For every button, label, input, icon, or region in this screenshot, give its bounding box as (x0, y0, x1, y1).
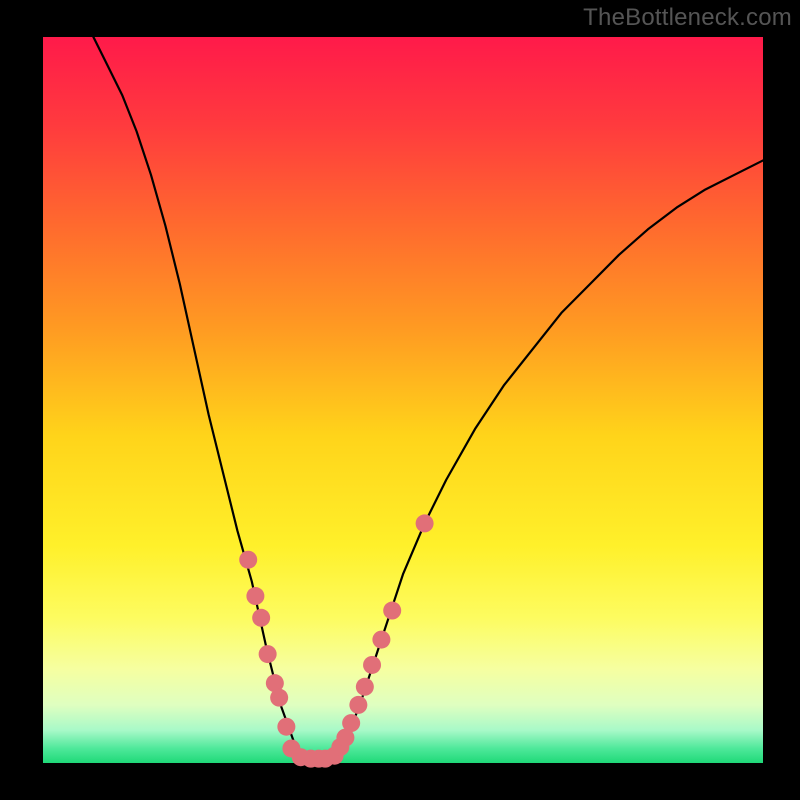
data-marker (246, 587, 264, 605)
plot-svg (0, 0, 800, 800)
data-marker (356, 678, 374, 696)
plot-area (43, 37, 763, 763)
data-marker (416, 514, 434, 532)
data-marker (342, 714, 360, 732)
data-marker (252, 609, 270, 627)
data-marker (363, 656, 381, 674)
data-marker (277, 718, 295, 736)
watermark: TheBottleneck.com (583, 4, 792, 32)
data-marker (239, 551, 257, 569)
data-marker (383, 602, 401, 620)
data-marker (372, 631, 390, 649)
data-marker (349, 696, 367, 714)
figure: TheBottleneck.com (0, 0, 800, 800)
data-marker (270, 689, 288, 707)
data-marker (259, 645, 277, 663)
